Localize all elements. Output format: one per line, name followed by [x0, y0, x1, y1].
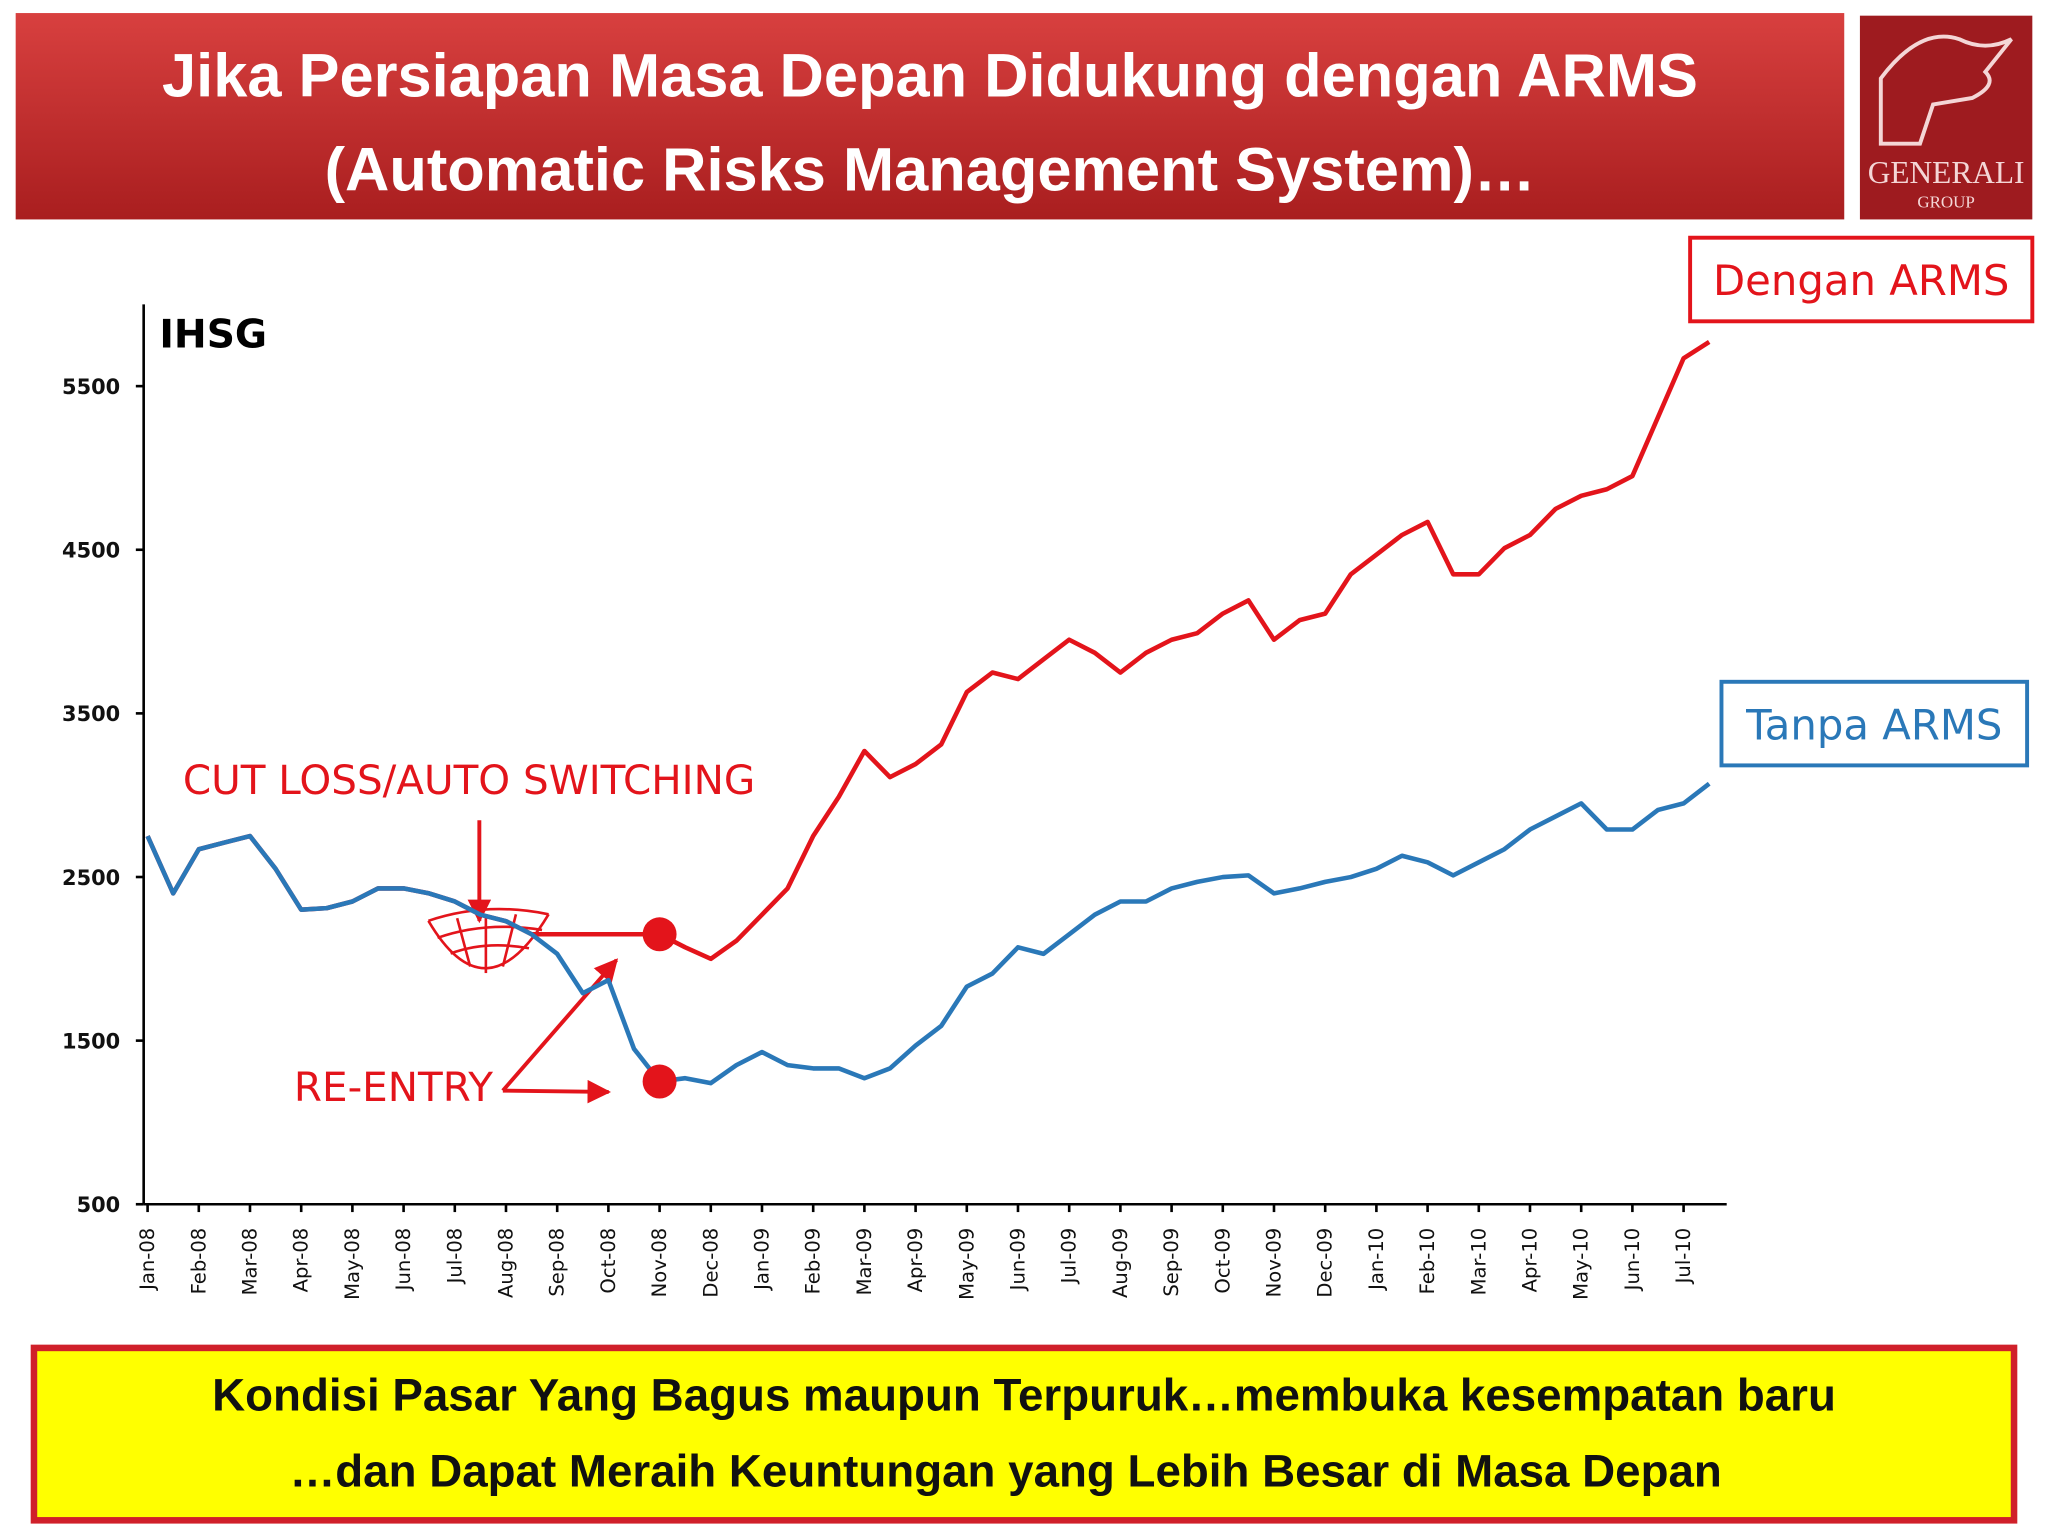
x-tick-label: Oct-09: [1211, 1228, 1234, 1294]
legend-box: [1688, 235, 2035, 324]
chart: IHSG CUT LOSS/AUTO SWITCHING RE-ENTRY 50…: [62, 304, 1727, 1300]
re-entry-dot: [642, 917, 677, 952]
footer-text: …dan Dapat Meraih Keuntungan yang Lebih …: [290, 1445, 1722, 1496]
x-tick-label: May-08: [341, 1228, 364, 1300]
x-tick-label: Sep-09: [1160, 1228, 1183, 1297]
x-tick-label: Jun-08: [392, 1228, 415, 1293]
re-entry-dot: [642, 1064, 677, 1099]
x-tick-label: Apr-08: [290, 1228, 313, 1293]
y-tick-label: 3500: [62, 702, 120, 726]
logo-lion: [1878, 34, 2013, 146]
title: (Automatic Risks Management System)…: [325, 136, 1536, 205]
logo-sub: GROUP: [1917, 193, 1975, 212]
legend-label: Tanpa ARMS: [1745, 700, 2002, 749]
x-tick-label: May-10: [1570, 1228, 1593, 1300]
x-tick-label: Jul-08: [443, 1228, 466, 1286]
x-tick-label: Aug-08: [495, 1228, 518, 1298]
x-tick-label: Feb-10: [1416, 1228, 1439, 1295]
chart-title: IHSG: [159, 312, 267, 357]
x-tick-label: Oct-08: [597, 1228, 620, 1294]
title-banner: [15, 13, 1845, 220]
arrow: [502, 1079, 612, 1104]
arrow: [501, 958, 619, 1092]
x-tick-label: Feb-08: [187, 1228, 210, 1295]
x-tick-label: Dec-09: [1314, 1228, 1337, 1298]
x-tick-label: Nov-08: [648, 1228, 671, 1298]
x-tick-label: May-09: [955, 1228, 978, 1300]
logo-text: GENERALI: [1868, 155, 2025, 190]
y-tick-label: 1500: [62, 1029, 120, 1053]
x-tick-label: Jul-09: [1058, 1228, 1081, 1286]
x-tick-label: Nov-09: [1263, 1228, 1286, 1298]
annotation: RE-ENTRY: [294, 1063, 493, 1111]
y-tick-label: 5500: [62, 375, 120, 399]
x-tick-label: Mar-09: [853, 1228, 876, 1296]
footer-box: [30, 1344, 2018, 1524]
x-tick-label: Sep-08: [546, 1228, 569, 1297]
x-tick-label: Jun-10: [1621, 1228, 1644, 1293]
legend-box: [1719, 679, 2030, 768]
x-tick-label: Jan-08: [136, 1228, 159, 1292]
x-tick-label: Dec-08: [699, 1228, 722, 1298]
x-tick-label: Jun-09: [1007, 1228, 1030, 1293]
x-tick-label: Mar-10: [1467, 1228, 1490, 1296]
y-tick-label: 2500: [62, 866, 120, 890]
x-tick-label: Mar-08: [239, 1228, 262, 1296]
series-line: [145, 781, 1711, 1086]
legend-label: Dengan ARMS: [1713, 256, 2009, 305]
y-tick-label: 500: [77, 1193, 121, 1217]
title: Jika Persiapan Masa Depan Didukung denga…: [162, 42, 1698, 111]
footer-text: Kondisi Pasar Yang Bagus maupun Terpuruk…: [212, 1370, 1836, 1421]
x-tick-label: Aug-09: [1109, 1228, 1132, 1298]
x-tick-label: Apr-10: [1519, 1228, 1542, 1293]
y-tick-label: 4500: [62, 539, 120, 563]
x-tick-label: Jan-09: [751, 1228, 774, 1292]
x-tick-label: Jan-10: [1365, 1228, 1388, 1292]
x-tick-label: Apr-09: [904, 1228, 927, 1293]
x-tick-label: Feb-09: [802, 1228, 825, 1295]
annotation: CUT LOSS/AUTO SWITCHING: [183, 756, 755, 804]
x-tick-label: Jul-10: [1672, 1228, 1695, 1286]
